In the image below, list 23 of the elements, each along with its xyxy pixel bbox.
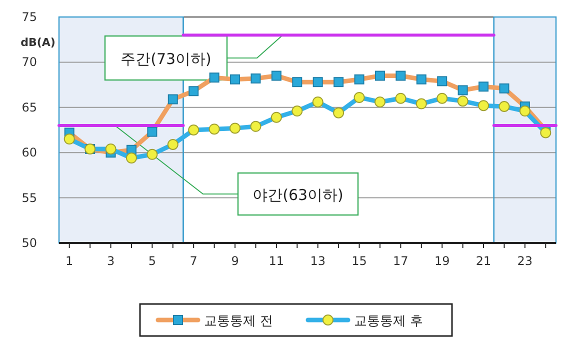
x-tick-label: 19 bbox=[434, 254, 450, 268]
y-tick-label: 60 bbox=[22, 146, 37, 160]
x-tick-label: 9 bbox=[231, 254, 239, 268]
x-tick-label: 23 bbox=[517, 254, 533, 268]
x-tick-label: 15 bbox=[352, 254, 367, 268]
y-tick-label: 55 bbox=[22, 190, 37, 205]
x-tick-label: 1 bbox=[66, 254, 74, 268]
x-tick-label: 7 bbox=[190, 254, 198, 268]
legend-label: 교통통제 후 bbox=[354, 314, 424, 329]
y-tick-label: 50 bbox=[22, 236, 37, 250]
y-axis-title: dB(A) bbox=[20, 36, 56, 49]
legend-label: 교통통제 전 bbox=[204, 314, 274, 329]
x-tick-label: 21 bbox=[476, 254, 492, 268]
x-tick-label: 3 bbox=[106, 254, 115, 268]
x-tick-label: 17 bbox=[393, 254, 408, 268]
y-tick-label: 75 bbox=[22, 10, 37, 24]
x-tick-label: 5 bbox=[148, 254, 156, 268]
y-tick-label: 70 bbox=[22, 55, 37, 70]
annotation: 야간(63이하) bbox=[252, 186, 344, 204]
x-tick-label: 11 bbox=[268, 254, 284, 268]
x-tick-label: 13 bbox=[310, 254, 326, 268]
y-tick-label: 65 bbox=[22, 100, 37, 114]
annotation: 주간(73이하) bbox=[120, 50, 212, 68]
